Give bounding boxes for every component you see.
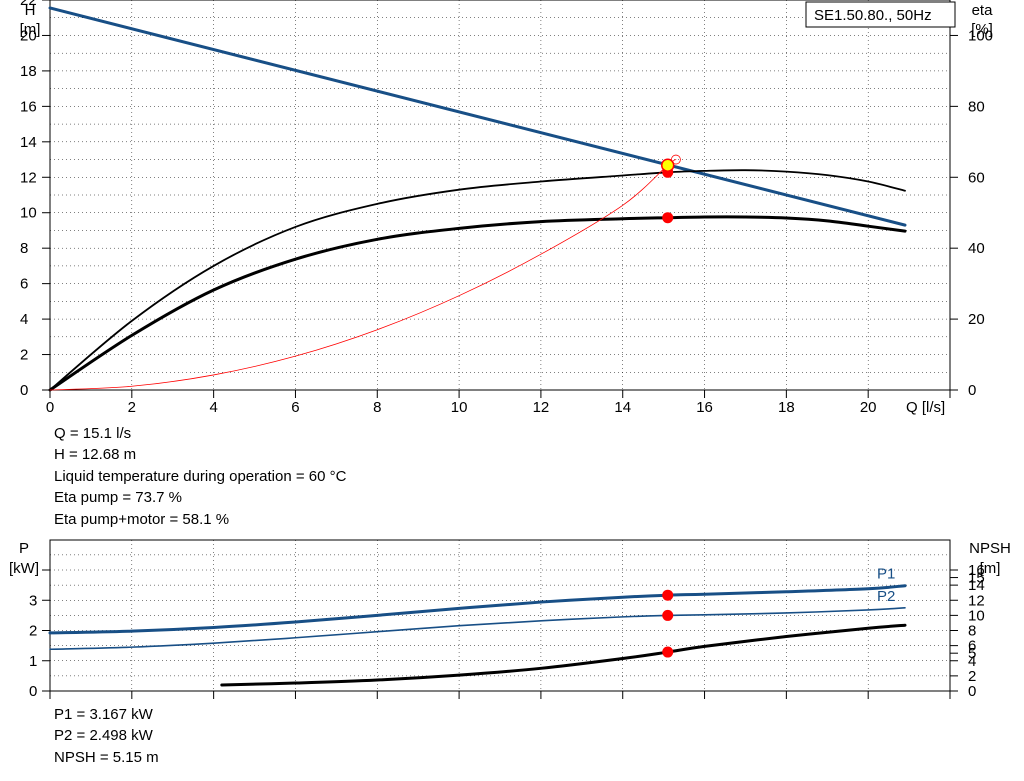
npsh-tick-label: 14 xyxy=(968,577,985,594)
x-tick-label: 8 xyxy=(373,399,381,416)
readout-p1: P1 = 3.167 kW xyxy=(54,706,153,723)
npsh-tick-label: 10 xyxy=(968,607,985,624)
x-tick-label: 10 xyxy=(451,399,468,416)
p1-curve-label: P1 xyxy=(877,566,895,583)
legend-box-text: SE1.50.80., 50Hz xyxy=(814,7,932,24)
y-axis-label: P xyxy=(19,540,29,557)
x-tick-label: 14 xyxy=(614,399,631,416)
head-curve xyxy=(48,6,907,227)
y-tick-label: 10 xyxy=(20,205,37,222)
npsh-tick-label: 6 xyxy=(968,638,976,655)
system-curve xyxy=(49,159,677,391)
y-tick-label: 2 xyxy=(29,623,37,640)
npsh-tick-label: 0 xyxy=(968,683,976,700)
npsh-tick-label: 2 xyxy=(968,668,976,685)
eta-axis-label: eta xyxy=(972,2,994,19)
y-tick-label: 12 xyxy=(20,169,37,186)
npsh-tick-label: 12 xyxy=(968,592,985,609)
npsh-axis-unit: [m] xyxy=(980,560,1001,577)
model-legend-box: SE1.50.80., 50Hz xyxy=(805,1,956,28)
y-axis-unit: [m] xyxy=(20,21,41,38)
readout-npsh: NPSH = 5.15 m xyxy=(54,748,159,766)
x-axis-label: Q [l/s] xyxy=(906,399,945,416)
eta-tick-label: 40 xyxy=(968,240,985,257)
x-tick-label: 4 xyxy=(209,399,217,416)
y-tick-label: 2 xyxy=(20,347,28,364)
eta-tick-label: 20 xyxy=(968,311,985,328)
x-tick-label: 6 xyxy=(291,399,299,416)
y-tick-label: 20 xyxy=(20,27,37,44)
x-tick-label: 20 xyxy=(860,399,877,416)
operating-point-marker xyxy=(662,589,674,601)
plot-frame xyxy=(49,539,951,692)
npsh-tick-label: 15 xyxy=(968,570,985,587)
y-tick-label: 4 xyxy=(20,311,28,328)
p2-curve xyxy=(49,607,906,651)
operating-point-marker xyxy=(662,609,674,621)
readout-eta-pump: Eta pump = 73.7 % xyxy=(54,489,182,507)
eta-tick-label: 60 xyxy=(968,169,985,186)
y-tick-label: 22 xyxy=(20,0,37,9)
y-tick-label: 14 xyxy=(20,134,37,151)
npsh-axis-label: NPSH xyxy=(969,540,1011,557)
npsh-tick-label: 5 xyxy=(968,645,976,662)
x-tick-label: 16 xyxy=(696,399,713,416)
y-axis-label: H xyxy=(25,2,36,19)
readout-liquid-temp: Liquid temperature during operation = 60… xyxy=(54,467,347,485)
y-tick-label: 16 xyxy=(20,98,37,115)
y-tick-label: 18 xyxy=(20,63,37,80)
readout-q: Q = 15.1 l/s xyxy=(54,425,132,442)
y-tick-label: 0 xyxy=(20,382,28,399)
head-efficiency-chart: 0 2 4 6 8 10 12 14 16 18 20 22 0 2 4 6 8 10 12 14 16 18 20 0 20 4… xyxy=(20,0,994,416)
eta-tick-label: 0 xyxy=(968,382,976,399)
operating-point-readout: Q = 15.1 l/s H = 12.68 m Liquid temperat… xyxy=(54,423,346,530)
legend-box-frame xyxy=(805,1,956,28)
system-point-marker xyxy=(671,154,681,165)
operating-point-marker xyxy=(662,212,674,224)
plot-frame xyxy=(49,0,951,391)
power-readout: P1 = 3.167 kW P2 = 2.498 kW NPSH = 5.15 … xyxy=(54,704,159,768)
y-tick-label: 1 xyxy=(29,653,37,670)
y-tick-label: 6 xyxy=(20,276,28,293)
x-tick-label: 2 xyxy=(128,399,136,416)
npsh-tick-label: 8 xyxy=(968,623,976,640)
eta-tick-label: 80 xyxy=(968,98,985,115)
p1-curve xyxy=(48,584,907,635)
npsh-tick-label: 4 xyxy=(968,653,976,670)
readout-eta-pump-motor: Eta pump+motor = 58.1 % xyxy=(54,510,230,528)
eta-tick-label: 100 xyxy=(968,27,993,44)
npsh-curve xyxy=(220,623,907,687)
readout-h: H = 12.68 m xyxy=(54,446,137,464)
y-axis-unit: [kW] xyxy=(9,560,39,577)
eta-pump-motor-curve xyxy=(48,215,907,392)
duty-point-marker xyxy=(660,158,675,172)
eta-pump-curve xyxy=(49,169,906,391)
y-tick-label: 3 xyxy=(29,592,37,609)
eta-axis-unit: [%] xyxy=(971,21,993,38)
y-tick-label: 8 xyxy=(20,240,28,257)
operating-point-marker xyxy=(662,646,674,658)
x-tick-label: 18 xyxy=(778,399,795,416)
x-tick-label: 0 xyxy=(46,399,54,416)
y-tick-label: 0 xyxy=(29,683,37,700)
p2-curve-label: P2 xyxy=(877,588,895,605)
npsh-tick-label: 16 xyxy=(968,562,985,579)
x-tick-label: 12 xyxy=(533,399,550,416)
readout-p2: P2 = 2.498 kW xyxy=(54,727,153,745)
